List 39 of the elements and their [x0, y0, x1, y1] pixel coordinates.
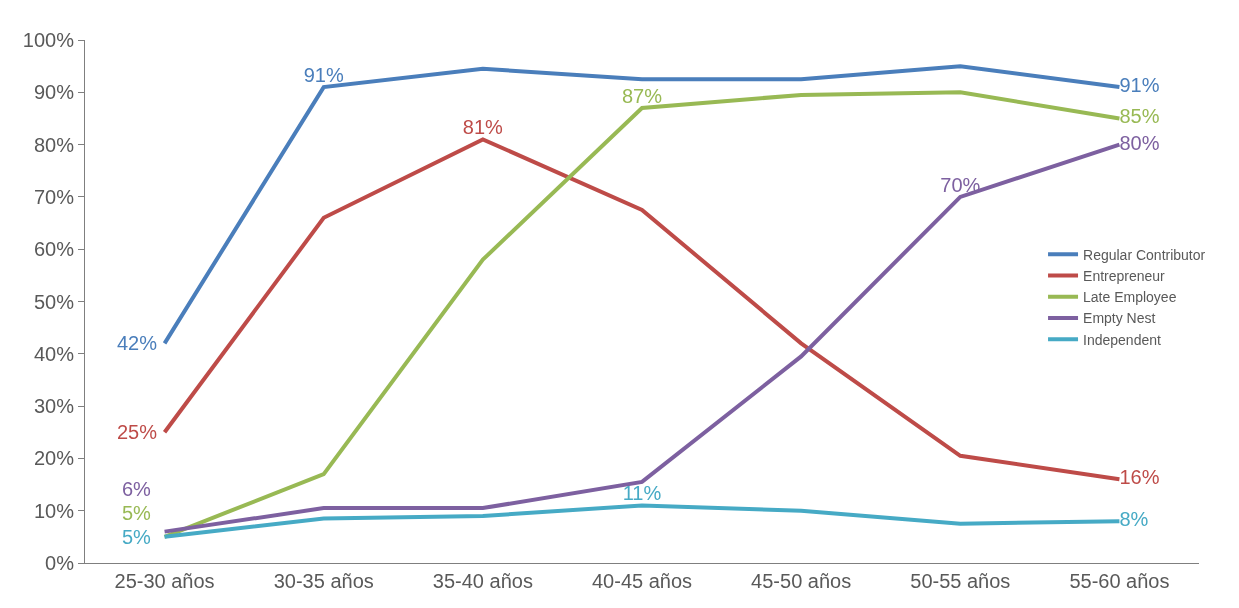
y-tick-label: 10% [33, 499, 75, 522]
data-label: 25% [117, 421, 158, 443]
data-label: 6% [122, 478, 152, 500]
x-tick-label: 25-30 años [114, 570, 215, 592]
data-label: 42% [117, 332, 158, 354]
data-label: 16% [1119, 466, 1160, 489]
y-tick-label: 30% [33, 395, 75, 418]
legend-label: Entrepreneur [1083, 268, 1166, 284]
legend-label: Regular Contributor [1083, 246, 1206, 263]
y-tick-label: 80% [33, 133, 75, 156]
x-tick-label: 30-35 años [273, 570, 374, 592]
x-tick-label: 55-60 años [1069, 570, 1170, 592]
data-label: 91% [303, 64, 344, 87]
y-tick-label: 40% [33, 342, 75, 365]
data-label: 81% [462, 116, 504, 139]
x-tick-label: 45-50 años [751, 570, 852, 592]
y-tick-label: 70% [33, 185, 75, 208]
y-tick-label: 60% [33, 238, 75, 261]
x-tick-label: 40-45 años [591, 570, 693, 592]
data-label: 85% [1119, 105, 1160, 128]
legend-label: Late Employee [1083, 289, 1177, 306]
data-label: 87% [621, 84, 663, 107]
y-tick-label: 100% [22, 29, 75, 51]
data-label: 91% [1119, 74, 1160, 97]
legend-label: Empty Nest [1083, 310, 1156, 327]
x-tick-label: 35-40 años [432, 570, 533, 592]
y-tick-label: 0% [45, 552, 75, 574]
y-tick-label: 20% [33, 447, 75, 470]
data-label: 11% [622, 482, 662, 505]
y-tick-label: 50% [33, 290, 75, 313]
data-label: 5% [122, 526, 152, 548]
line-series [162, 503, 1122, 539]
x-tick-label: 50-55 años [910, 570, 1011, 592]
y-tick-label: 90% [33, 81, 75, 104]
data-label: 5% [122, 502, 152, 524]
legend-label: Independent [1083, 331, 1161, 348]
data-label: 80% [1119, 131, 1160, 154]
data-label: 70% [940, 173, 981, 196]
data-label: 8% [1119, 508, 1149, 531]
